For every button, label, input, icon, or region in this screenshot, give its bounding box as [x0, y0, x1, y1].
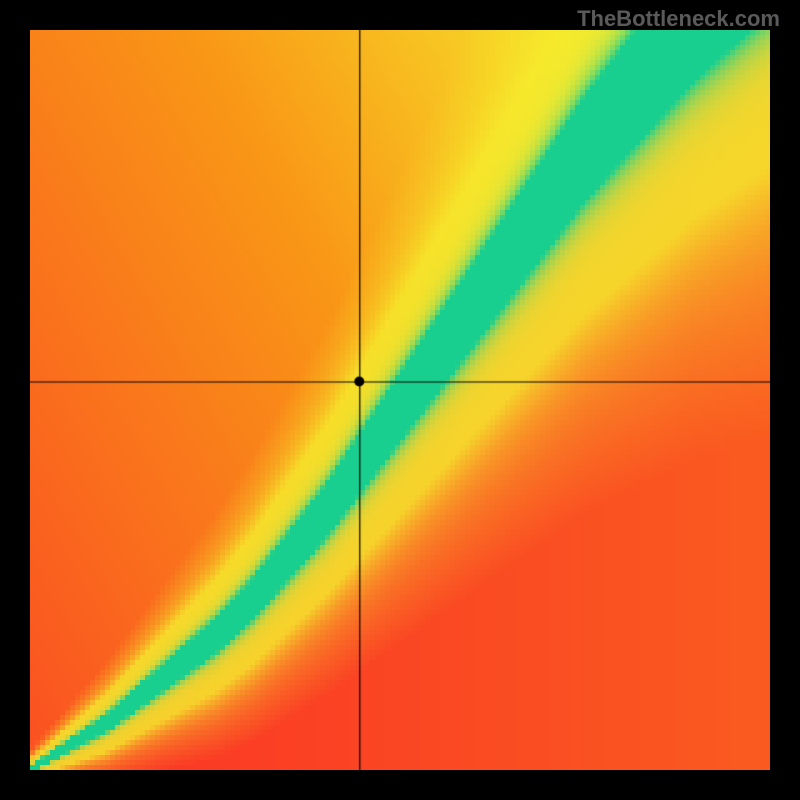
crosshair-overlay	[30, 30, 770, 770]
chart-container: TheBottleneck.com	[0, 0, 800, 800]
watermark-text: TheBottleneck.com	[577, 6, 780, 32]
